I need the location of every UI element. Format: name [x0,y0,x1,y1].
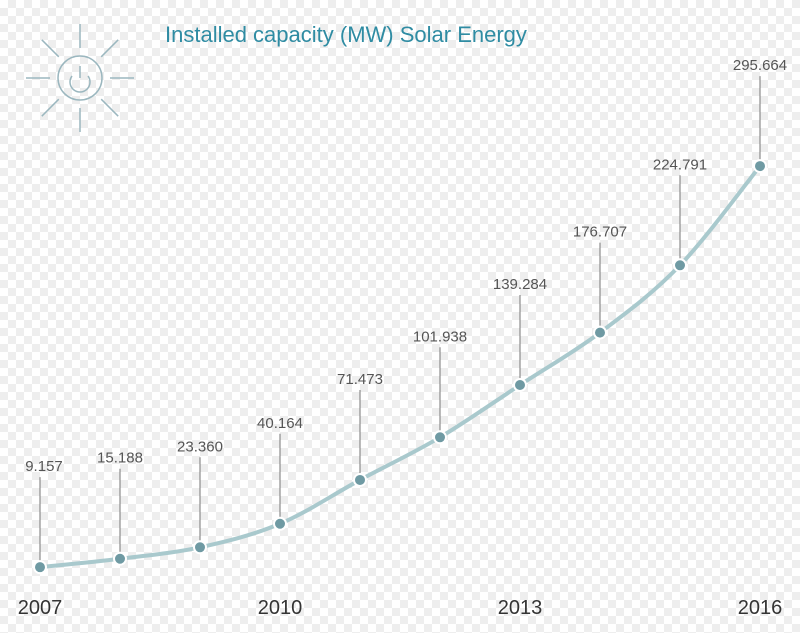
value-label: 224.791 [653,156,707,173]
value-label: 9.157 [25,458,63,475]
data-point [114,553,126,565]
data-point [514,379,526,391]
value-label: 101.938 [413,328,467,345]
data-point [194,541,206,553]
chart-canvas: 9.157 15.188 23.360 40.164 71.473 101.938 139.… [0,0,800,633]
data-point [594,327,606,339]
value-label: 295.664 [733,57,787,74]
x-axis-label: 2010 [258,597,303,619]
value-label: 23.360 [177,438,223,455]
data-point [674,259,686,271]
data-point [434,431,446,443]
solar-power-icon [26,24,134,132]
x-axis-label: 2013 [498,597,543,619]
value-label: 176.707 [573,224,627,241]
data-point [354,474,366,486]
data-point [34,561,46,573]
data-point [754,160,766,172]
value-label: 15.188 [97,450,143,467]
value-label: 40.164 [257,415,303,432]
data-point [274,518,286,530]
x-axis-label: 2007 [18,597,63,619]
x-axis-label: 2016 [738,597,783,619]
value-label: 139.284 [493,276,547,293]
value-label: 71.473 [337,371,383,388]
line-series [40,166,760,567]
